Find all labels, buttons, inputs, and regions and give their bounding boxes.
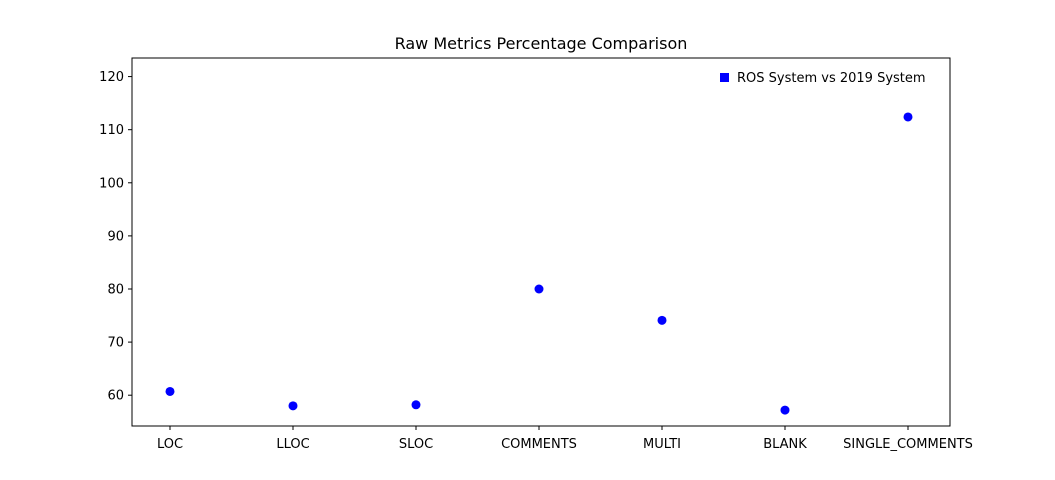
y-tick-label: 110 xyxy=(99,123,124,138)
x-tick-label: BLANK xyxy=(763,437,807,452)
x-tick-label: SINGLE_COMMENTS xyxy=(843,437,973,452)
x-tick-label: MULTI xyxy=(643,437,681,452)
x-axis: LOC LLOC SLOC COMMENTS MULTI BLANK SINGLE_COMM… xyxy=(157,426,973,452)
y-tick-label: 80 xyxy=(107,282,124,297)
y-tick-label: 60 xyxy=(107,389,124,404)
data-point-blank xyxy=(780,405,790,415)
y-tick-label: 120 xyxy=(99,70,124,85)
y-tick-label: 90 xyxy=(107,229,124,244)
x-tick-label: LOC xyxy=(157,437,183,452)
y-tick-label: 100 xyxy=(99,176,124,191)
data-points xyxy=(165,112,913,415)
x-tick-label: COMMENTS xyxy=(501,437,577,452)
x-tick-label: SLOC xyxy=(399,437,433,452)
legend: ROS System vs 2019 System xyxy=(720,71,926,86)
data-point-sloc xyxy=(411,400,421,410)
y-tick-label: 70 xyxy=(107,336,124,351)
data-point-lloc xyxy=(288,401,298,411)
x-tick-label: LLOC xyxy=(276,437,309,452)
data-point-comments xyxy=(534,284,544,294)
legend-label: ROS System vs 2019 System xyxy=(737,71,926,86)
chart-title: Raw Metrics Percentage Comparison xyxy=(395,34,688,53)
plot-area-frame xyxy=(131,57,951,427)
data-point-loc xyxy=(165,386,175,396)
data-point-multi xyxy=(657,315,667,325)
y-axis: 60 70 80 90 100 110 120 xyxy=(99,70,132,404)
legend-marker-square xyxy=(720,73,729,82)
data-point-single-comments xyxy=(903,112,913,122)
